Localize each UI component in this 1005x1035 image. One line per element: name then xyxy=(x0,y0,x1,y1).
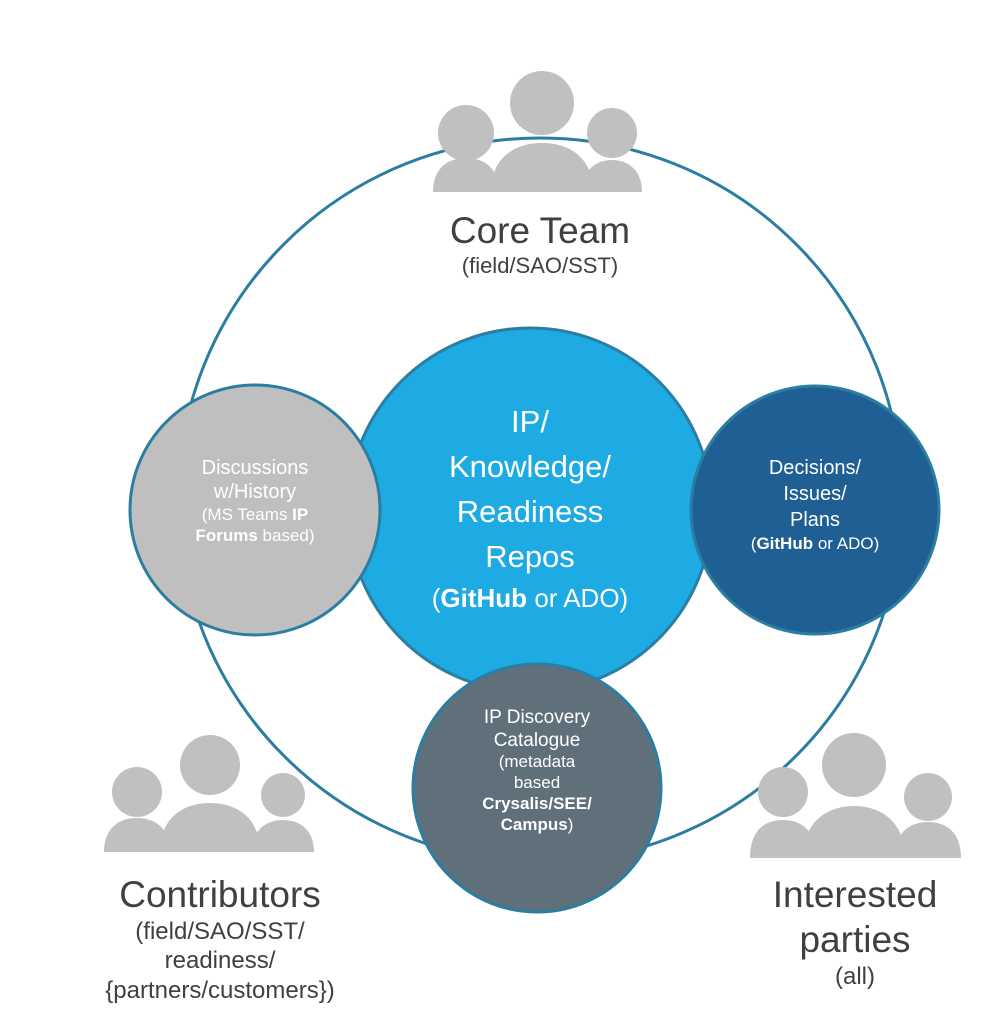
repos-text: IP/ Knowledge/ Readiness Repos (GitHub o… xyxy=(380,400,680,617)
contributors-line1: (field/SAO/SST/ xyxy=(135,918,305,946)
catalogue-line6-rest: ) xyxy=(567,814,574,834)
decisions-tool-line: (GitHub or ADO) xyxy=(715,533,915,555)
decisions-line1: Decisions/ xyxy=(768,457,862,479)
interested-line1: Interested xyxy=(772,874,938,915)
catalogue-line4: based xyxy=(513,773,561,793)
repos-open-paren: ( xyxy=(431,582,441,613)
interested-people-icon xyxy=(750,733,961,858)
decisions-circle xyxy=(689,384,941,636)
catalogue-circle xyxy=(411,662,663,914)
core-team-people-icon xyxy=(433,71,642,192)
discussions-line1: Discussions xyxy=(201,457,309,479)
repos-tool-rest: or ADO) xyxy=(534,582,629,613)
contributors-title: Contributors xyxy=(119,874,321,915)
decisions-tool-bold: GitHub xyxy=(756,534,814,553)
repos-tool-bold: GitHub xyxy=(440,582,528,613)
catalogue-line2: Catalogue xyxy=(493,730,581,752)
contributors-label: Contributors (field/SAO/SST/ readiness/ … xyxy=(60,872,380,1005)
repos-line2: Knowledge/ xyxy=(448,448,611,484)
catalogue-line6: Campus) xyxy=(437,815,637,836)
decisions-line3: Plans xyxy=(789,509,841,531)
discussions-line2: w/History xyxy=(213,481,297,504)
core-team-title: Core Team xyxy=(449,210,631,251)
discussions-circle xyxy=(128,383,382,637)
discussions-text: Discussions w/History (MS Teams IP Forum… xyxy=(150,456,360,546)
repos-line3: Readiness xyxy=(456,493,604,529)
catalogue-line3: (metadata xyxy=(498,752,576,772)
interested-label: Interested parties (all) xyxy=(740,872,970,992)
discussions-line3: (MS Teams IP xyxy=(150,505,360,526)
repos-line1: IP/ xyxy=(511,404,549,439)
discussions-line3-bold: IP xyxy=(292,504,309,524)
catalogue-line1: IP Discovery xyxy=(483,707,591,728)
discussions-line3-pre: (MS Teams xyxy=(201,504,288,524)
repos-line4: Repos xyxy=(485,538,575,574)
catalogue-line5: Crysalis/SEE/ xyxy=(437,794,637,815)
decisions-line2: Issues/ xyxy=(783,483,847,505)
decisions-open-paren: ( xyxy=(750,534,757,553)
catalogue-line6-bold: Campus xyxy=(500,814,568,834)
core-team-subtitle: (field/SAO/SST) xyxy=(461,253,619,279)
contributors-people-icon xyxy=(104,735,314,852)
decisions-tool-rest: or ADO) xyxy=(817,534,880,553)
core-team-label: Core Team (field/SAO/SST) xyxy=(380,208,700,280)
discussions-line4-bold: Forums xyxy=(195,525,258,545)
discussions-line4: Forums based) xyxy=(150,526,360,547)
decisions-text: Decisions/ Issues/ Plans (GitHub or ADO) xyxy=(715,455,915,555)
interested-line3: (all) xyxy=(835,963,875,991)
catalogue-line5-bold: Crysalis/SEE/ xyxy=(482,793,592,813)
discussions-line4-rest: based) xyxy=(262,525,315,545)
contributors-line3: {partners/customers}) xyxy=(105,976,335,1004)
interested-line2: parties xyxy=(799,919,911,961)
contributors-line2: readiness/ xyxy=(164,947,276,975)
repos-tool-line: (GitHub or ADO) xyxy=(380,580,680,618)
catalogue-text: IP Discovery Catalogue (metadata based C… xyxy=(437,706,637,835)
